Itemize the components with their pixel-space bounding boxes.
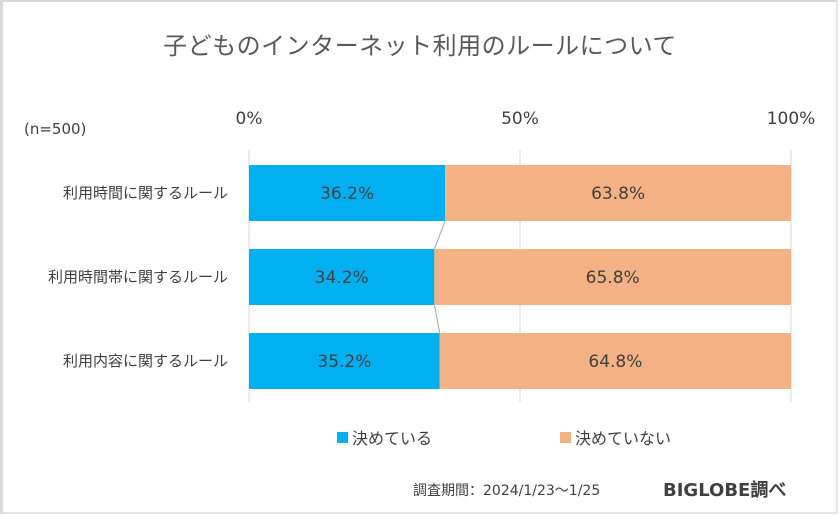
bar-data-label: 64.8% [588, 352, 642, 372]
legend-swatch-not-decided [560, 431, 571, 443]
legend-label-decided: 決めている [352, 429, 433, 448]
category-label: 利用内容に関するルール [63, 352, 228, 370]
bar-segment-not-decided [445, 165, 791, 221]
bar-data-label: 36.2% [320, 184, 374, 204]
x-tick-label: 100% [767, 109, 816, 129]
bar-data-label: 34.2% [315, 268, 369, 288]
category-label: 利用時間に関するルール [63, 184, 228, 202]
x-tick-label: 0% [236, 109, 263, 129]
legend-label-not-decided: 決めていない [575, 429, 672, 448]
survey-period: 調査期間：2024/1/23〜1/25 [413, 483, 601, 499]
legend-swatch-decided [337, 431, 348, 443]
bar-data-label: 65.8% [586, 268, 640, 288]
series-line [433, 220, 446, 250]
bar-data-label: 35.2% [317, 352, 371, 372]
bar-segment-decided [249, 333, 440, 389]
series-line [433, 304, 441, 334]
sample-size-note: (n=500) [24, 120, 87, 138]
bar-segment-not-decided [439, 333, 791, 389]
source-credit: BIGLOBE調べ [663, 480, 787, 501]
legend-item-not-decided: 決めていない [560, 425, 671, 449]
legend-item-decided: 決めている [337, 425, 432, 449]
chart-title: 子どものインターネット利用のルールについて [163, 32, 677, 60]
category-label: 利用時間帯に関するルール [48, 268, 228, 286]
bar-segment-decided [249, 165, 446, 221]
bar-segment-not-decided [434, 249, 791, 305]
bar-data-label: 63.8% [591, 184, 645, 204]
bar-segment-decided [249, 249, 435, 305]
x-tick-label: 50% [501, 109, 539, 129]
